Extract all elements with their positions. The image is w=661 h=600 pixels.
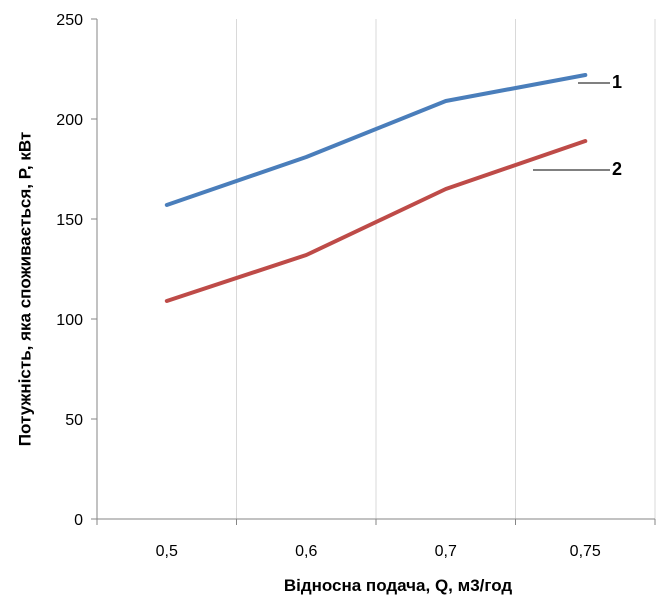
y-tick-label: 250 (56, 12, 83, 29)
series (164, 73, 588, 303)
series-line-2 (164, 139, 588, 303)
axes (91, 18, 656, 525)
series-label-2: 2 (612, 159, 622, 179)
x-tick-label: 0,7 (435, 543, 457, 560)
y-tick-label: 0 (74, 512, 83, 529)
y-axis-title: Потужність, яка споживається, P, кВт (15, 132, 34, 446)
y-tick-label: 150 (56, 212, 83, 229)
x-tick-labels: 0,5 0,6 0,7 0,75 (156, 543, 601, 560)
x-tick-label: 0,6 (295, 543, 317, 560)
series-label-1: 1 (612, 72, 622, 92)
y-tick-labels: 0 50 100 150 200 250 (56, 12, 83, 529)
series-labels: 12 (533, 72, 622, 179)
x-tick-label: 0,75 (570, 543, 601, 560)
x-tick-label: 0,5 (156, 543, 178, 560)
y-tick-label: 100 (56, 312, 83, 329)
x-axis-title: Відносна подача, Q, м3/год (284, 576, 513, 595)
series-line-1 (164, 73, 588, 207)
y-tick-label: 200 (56, 112, 83, 129)
gridlines (236, 19, 656, 519)
y-tick-label: 50 (65, 412, 83, 429)
